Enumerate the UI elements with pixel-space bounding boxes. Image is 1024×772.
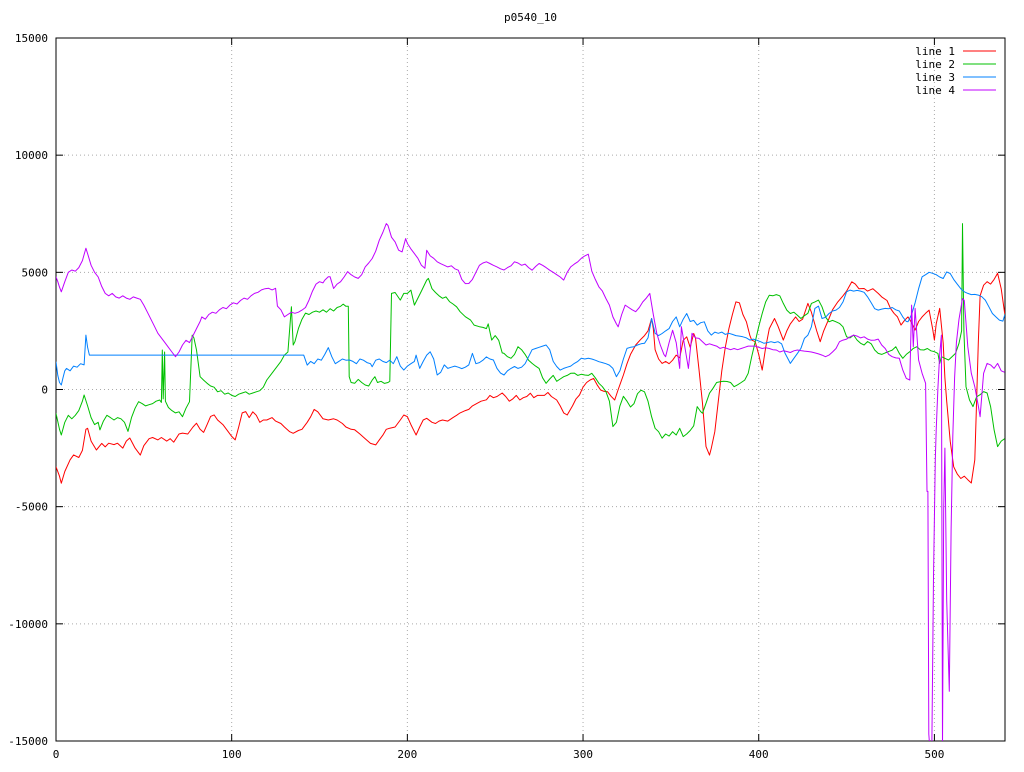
- y-tick-label: -15000: [8, 735, 48, 748]
- series-line-4: [56, 223, 1005, 741]
- series-line-2: [56, 223, 1005, 448]
- y-tick-label: 10000: [15, 149, 48, 162]
- y-tick-label: -5000: [15, 501, 48, 514]
- x-tick-label: 100: [222, 748, 242, 761]
- legend-label-line-4: line 4: [915, 84, 955, 97]
- x-tick-label: 0: [53, 748, 60, 761]
- series-line-3: [56, 271, 1005, 386]
- chart-title: p0540_10: [504, 11, 557, 24]
- legend-label-line-2: line 2: [915, 58, 955, 71]
- legend-label-line-3: line 3: [915, 71, 955, 84]
- legend-label-line-1: line 1: [915, 45, 955, 58]
- x-tick-label: 500: [924, 748, 944, 761]
- y-tick-label: -10000: [8, 618, 48, 631]
- x-tick-label: 400: [749, 748, 769, 761]
- y-tick-label: 0: [41, 384, 48, 397]
- y-tick-label: 15000: [15, 32, 48, 45]
- y-tick-label: 5000: [22, 266, 49, 279]
- series-line-1: [56, 272, 1005, 484]
- x-tick-label: 300: [573, 748, 593, 761]
- plot-border: [55, 37, 1006, 742]
- x-tick-label: 200: [397, 748, 417, 761]
